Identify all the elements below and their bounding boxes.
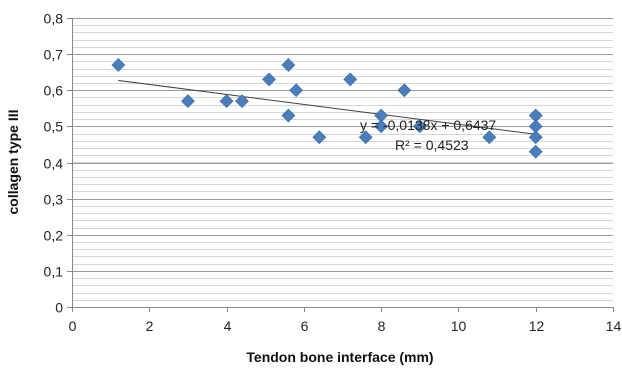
trendline-layer <box>118 79 536 135</box>
data-point <box>181 94 195 109</box>
x-tick-label: 0 <box>69 318 77 334</box>
trendline-equation: y = -0,0138x + 0,6437 <box>360 117 496 133</box>
y-tick-label: 0,3 <box>44 192 64 208</box>
y-axis-title: collagen type III <box>5 109 21 214</box>
tick-labels: 0 2 4 6 8 10 12 14 0 0,1 0,2 0,3 0,4 0,5 0,6 0,7 0,8 <box>44 11 622 335</box>
y-tick-label: 0,5 <box>44 119 64 135</box>
x-tick-label: 2 <box>146 318 154 334</box>
y-tick-label: 0 <box>55 300 63 316</box>
data-point <box>528 144 543 159</box>
data-point <box>482 130 497 145</box>
data-point <box>262 72 277 87</box>
data-point <box>397 83 412 98</box>
data-points <box>111 58 543 159</box>
data-point <box>281 108 296 123</box>
x-tick-label: 4 <box>224 318 232 334</box>
y-tick-label: 0,4 <box>44 156 64 172</box>
r-squared-label: R² = 0,4523 <box>395 137 469 153</box>
x-tick-label: 12 <box>529 318 545 334</box>
y-tick-label: 0,6 <box>44 83 64 99</box>
data-point <box>412 119 427 134</box>
data-point <box>358 130 373 145</box>
data-point <box>235 94 249 109</box>
data-point <box>528 130 543 145</box>
x-tick-label: 8 <box>378 318 386 334</box>
data-point <box>281 58 296 72</box>
y-tick-label: 0,7 <box>44 47 64 63</box>
data-point <box>343 72 358 87</box>
data-point <box>219 94 234 109</box>
x-tick-label: 14 <box>606 318 622 334</box>
y-tick-label: 0,2 <box>44 228 64 244</box>
y-tick-label: 0,1 <box>44 264 64 280</box>
data-point <box>374 119 389 134</box>
x-axis-title: Tendon bone interface (mm) <box>246 349 433 365</box>
x-tick-label: 6 <box>301 318 309 334</box>
data-point <box>312 130 327 145</box>
y-tick-label: 0,8 <box>44 11 64 27</box>
x-tick-label: 10 <box>451 318 467 334</box>
trendline <box>118 79 536 135</box>
data-point <box>111 58 126 72</box>
data-point <box>289 83 304 98</box>
grid-lines <box>72 18 613 308</box>
axes <box>67 18 614 312</box>
